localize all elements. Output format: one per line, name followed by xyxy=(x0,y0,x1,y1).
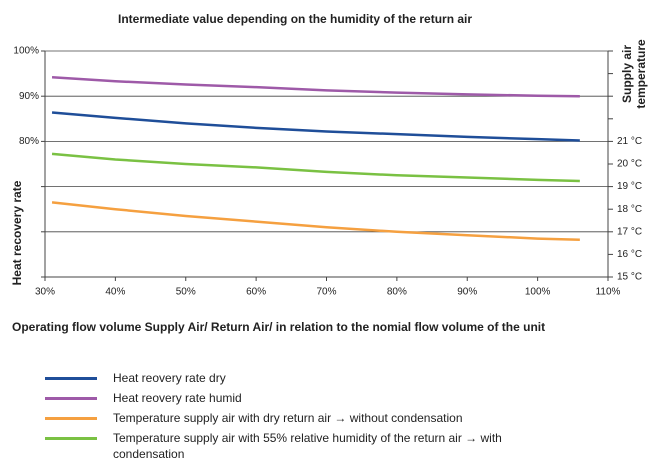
y2-tick-label: 17 °C xyxy=(617,226,642,237)
y2-tick-label: 15 °C xyxy=(617,272,642,283)
legend-swatch xyxy=(45,417,97,420)
series-line xyxy=(51,201,580,241)
y2-axis-label-line: temperature xyxy=(634,39,648,109)
y-tick-label: 90% xyxy=(19,91,39,102)
y-tick-label: 80% xyxy=(19,136,39,147)
legend-swatch xyxy=(45,397,97,400)
x-tick-label: 100% xyxy=(525,287,551,298)
y2-tick-label: 18 °C xyxy=(617,204,642,215)
x-tick-label: 70% xyxy=(316,287,336,298)
y2-tick-label: 21 °C xyxy=(617,136,642,147)
x-tick-label: 110% xyxy=(596,287,621,298)
chart-title: Intermediate value depending on the humi… xyxy=(118,12,473,26)
y2-axis-label-line: Supply air xyxy=(620,45,634,103)
series-line xyxy=(51,111,580,142)
series-line xyxy=(51,75,580,98)
x-tick-label: 40% xyxy=(105,287,125,298)
legend-label: Heat reovery rate humid xyxy=(113,391,242,405)
x-tick-label: 60% xyxy=(246,287,266,298)
plot: 80% 90% 100% 15 °C 16 °C 17 °C 18 °C 19 °C 20 °C… xyxy=(10,39,648,298)
legend-swatch xyxy=(45,437,97,440)
x-tick-label: 90% xyxy=(457,287,477,298)
legend-label: Heat reovery rate dry xyxy=(113,371,226,385)
y2-tick-label: 20 °C xyxy=(617,159,642,170)
y2-tick-label: 16 °C xyxy=(617,249,642,260)
y-tick-label: 100% xyxy=(13,46,39,57)
y2-axis-label: Supply airtemperature xyxy=(620,39,648,109)
y-axis-label: Heat recovery rate xyxy=(10,180,24,285)
y2-tick-label: 19 °C xyxy=(617,181,642,192)
x-tick-label: 80% xyxy=(387,287,407,298)
x-tick-label: 50% xyxy=(176,287,196,298)
legend-swatch xyxy=(45,377,97,380)
series-line xyxy=(51,152,580,183)
x-axis-label: Operating flow volume Supply Air/ Return… xyxy=(12,320,546,334)
legend-label: Temperature supply air with dry return a… xyxy=(113,411,463,425)
legend-label: Temperature supply air with 55% relative… xyxy=(113,431,502,461)
x-tick-label: 30% xyxy=(35,287,55,298)
